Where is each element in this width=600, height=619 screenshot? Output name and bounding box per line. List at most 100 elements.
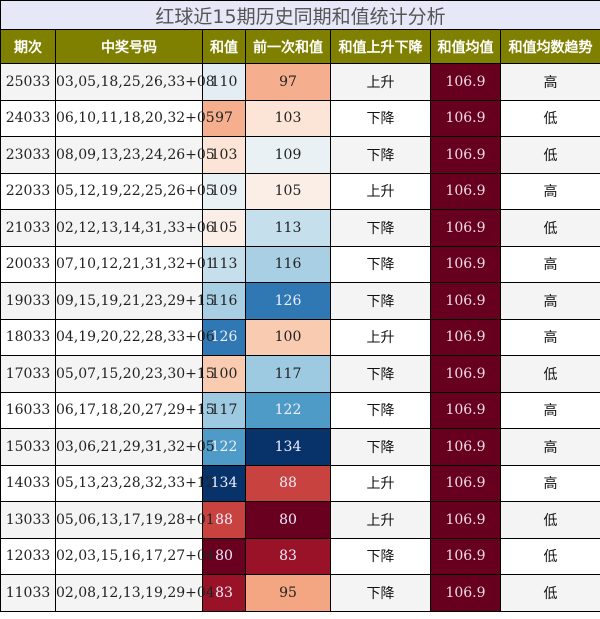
cell-sum: 80: [202, 537, 246, 575]
cell-prev: 95: [245, 574, 331, 612]
cell-trend: 下降: [330, 282, 431, 320]
cell-mean: 106.9: [430, 209, 501, 247]
cell-trend: 上升: [330, 318, 431, 356]
cell-trend: 下降: [330, 209, 431, 247]
cell-sum: 100: [202, 355, 246, 393]
cell-prev: 80: [245, 501, 331, 539]
cell-prev: 88: [245, 464, 331, 502]
cell-level: 低: [499, 537, 600, 575]
cell-prev: 113: [245, 209, 331, 247]
cell-numbers: 02,08,12,13,19,29+04: [55, 574, 215, 612]
cell-numbers: 03,06,21,29,31,32+05: [55, 428, 215, 466]
cell-level: 高: [499, 391, 600, 429]
cell-numbers: 05,12,19,22,25,26+05: [55, 172, 215, 210]
cell-level: 低: [499, 574, 600, 612]
header-numbers: 中奖号码: [55, 29, 203, 64]
cell-level: 高: [499, 172, 600, 210]
header-mean-trend: 和值均数趋势: [499, 29, 600, 64]
cell-numbers: 05,13,23,28,32,33+12: [55, 464, 215, 502]
cell-sum: 110: [202, 63, 246, 101]
cell-mean: 106.9: [430, 574, 501, 612]
table-row: 18033 04,19,20,22,28,33+06 126 100 上升 106.9 高: [0, 318, 600, 356]
cell-trend: 上升: [330, 172, 431, 210]
table-row: 12033 02,03,15,16,17,27+04 80 83 下降 106.9 低: [0, 537, 600, 575]
cell-trend: 下降: [330, 245, 431, 283]
table-row: 17033 05,07,15,20,23,30+15 100 117 下降 106.9 低: [0, 355, 600, 393]
cell-prev: 134: [245, 428, 331, 466]
cell-level: 高: [499, 318, 600, 356]
cell-trend: 下降: [330, 99, 431, 137]
table-row: 16033 06,17,18,20,27,29+15 117 122 下降 106.9 高: [0, 391, 600, 429]
cell-period: 11033: [0, 574, 56, 612]
header-mean: 和值均值: [430, 29, 501, 64]
cell-period: 16033: [0, 391, 56, 429]
cell-period: 12033: [0, 537, 56, 575]
cell-numbers: 03,05,18,25,26,33+08: [55, 63, 215, 101]
cell-prev: 97: [245, 63, 331, 101]
cell-mean: 106.9: [430, 172, 501, 210]
cell-numbers: 02,03,15,16,17,27+04: [55, 537, 215, 575]
cell-numbers: 06,17,18,20,27,29+15: [55, 391, 215, 429]
cell-mean: 106.9: [430, 464, 501, 502]
cell-mean: 106.9: [430, 391, 501, 429]
cell-sum: 134: [202, 464, 246, 502]
cell-sum: 122: [202, 428, 246, 466]
cell-level: 高: [499, 282, 600, 320]
table-row: 14033 05,13,23,28,32,33+12 134 88 上升 106.9 高: [0, 464, 600, 502]
cell-trend: 下降: [330, 355, 431, 393]
cell-mean: 106.9: [430, 136, 501, 174]
cell-sum: 126: [202, 318, 246, 356]
cell-sum: 113: [202, 245, 246, 283]
cell-level: 高: [499, 428, 600, 466]
cell-numbers: 08,09,13,23,24,26+05: [55, 136, 215, 174]
cell-mean: 106.9: [430, 99, 501, 137]
cell-numbers: 06,10,11,18,20,32+05: [55, 99, 215, 137]
cell-level: 低: [499, 99, 600, 137]
cell-numbers: 05,07,15,20,23,30+15: [55, 355, 215, 393]
cell-trend: 下降: [330, 537, 431, 575]
cell-numbers: 09,15,19,21,23,29+15: [55, 282, 215, 320]
cell-prev: 116: [245, 245, 331, 283]
table-row: 13033 05,06,13,17,19,28+01 88 80 上升 106.9 低: [0, 501, 600, 539]
cell-prev: 83: [245, 537, 331, 575]
cell-level: 低: [499, 501, 600, 539]
table-row: 15033 03,06,21,29,31,32+05 122 134 下降 106.9 高: [0, 428, 600, 466]
cell-trend: 下降: [330, 136, 431, 174]
table-title: 红球近15期历史同期和值统计分析: [0, 0, 600, 30]
cell-trend: 下降: [330, 428, 431, 466]
cell-level: 低: [499, 136, 600, 174]
table-row: 21033 02,12,13,14,31,33+06 105 113 下降 106.9 低: [0, 209, 600, 247]
cell-trend: 下降: [330, 574, 431, 612]
cell-period: 19033: [0, 282, 56, 320]
cell-mean: 106.9: [430, 245, 501, 283]
cell-trend: 下降: [330, 391, 431, 429]
cell-numbers: 07,10,12,21,31,32+01: [55, 245, 215, 283]
cell-period: 21033: [0, 209, 56, 247]
cell-mean: 106.9: [430, 355, 501, 393]
cell-mean: 106.9: [430, 282, 501, 320]
cell-level: 高: [499, 464, 600, 502]
cell-level: 低: [499, 209, 600, 247]
table-row: 23033 08,09,13,23,24,26+05 103 109 下降 106.9 低: [0, 136, 600, 174]
cell-level: 高: [499, 63, 600, 101]
cell-numbers: 05,06,13,17,19,28+01: [55, 501, 215, 539]
cell-sum: 83: [202, 574, 246, 612]
cell-level: 高: [499, 245, 600, 283]
table-row: 24033 06,10,11,18,20,32+05 97 103 下降 106.9 低: [0, 99, 600, 137]
cell-mean: 106.9: [430, 318, 501, 356]
header-trend: 和值上升下降: [330, 29, 431, 64]
cell-mean: 106.9: [430, 537, 501, 575]
cell-numbers: 02,12,13,14,31,33+06: [55, 209, 215, 247]
cell-sum: 116: [202, 282, 246, 320]
cell-period: 14033: [0, 464, 56, 502]
cell-sum: 88: [202, 501, 246, 539]
header-period: 期次: [0, 29, 56, 64]
cell-period: 18033: [0, 318, 56, 356]
cell-prev: 109: [245, 136, 331, 174]
table-row: 19033 09,15,19,21,23,29+15 116 126 下降 106.9 高: [0, 282, 600, 320]
cell-prev: 122: [245, 391, 331, 429]
cell-mean: 106.9: [430, 428, 501, 466]
cell-period: 22033: [0, 172, 56, 210]
